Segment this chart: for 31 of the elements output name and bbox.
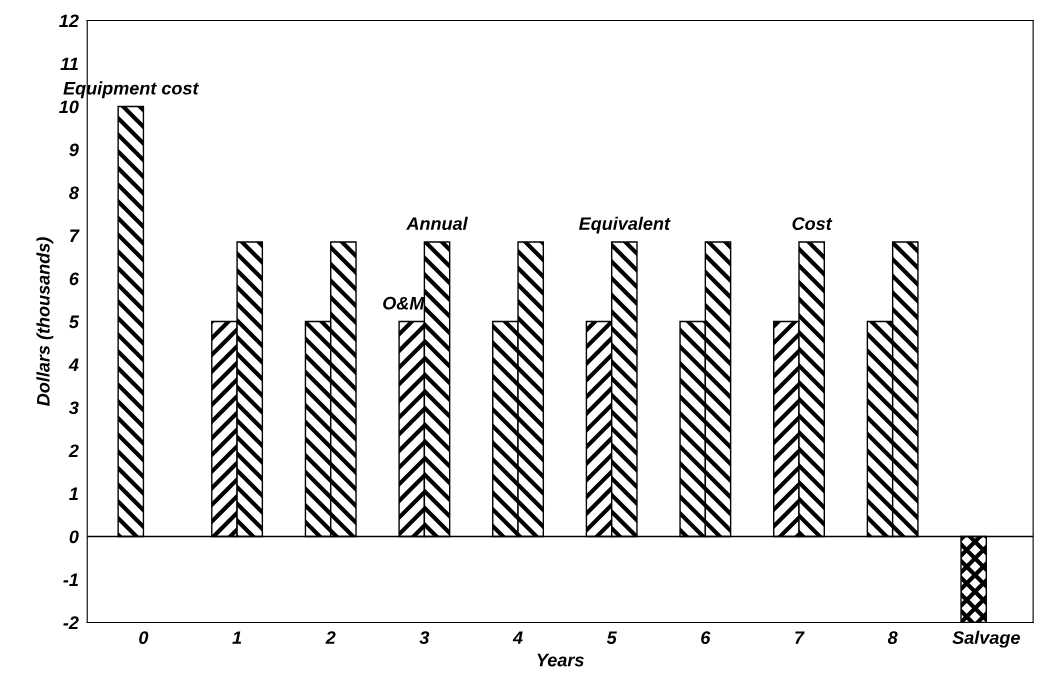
x-tick-label: 0 xyxy=(139,631,149,645)
x-tick-label: 3 xyxy=(419,631,430,645)
y-tick-label: -2 xyxy=(63,616,79,629)
annotation: O&M xyxy=(383,296,425,310)
y-tick-label: 11 xyxy=(60,57,78,71)
y-tick-label: 9 xyxy=(69,143,79,157)
annotation: Equivalent xyxy=(579,216,671,234)
annotation: Annual xyxy=(406,216,468,231)
y-tick-label: 8 xyxy=(69,186,79,200)
y-tick-label: 10 xyxy=(59,100,79,114)
y-tick-label: 4 xyxy=(68,358,79,372)
y-tick-label: 1 xyxy=(69,487,78,500)
y-tick-label: 12 xyxy=(59,14,79,28)
x-axis-title: Years xyxy=(537,653,584,667)
x-tick-label: 8 xyxy=(887,631,898,645)
x-tick-label: Salvage xyxy=(952,630,1020,648)
annotation: Cost xyxy=(792,217,833,231)
x-tick-label: 2 xyxy=(325,631,336,644)
y-axis-title: Dollars (thousands) xyxy=(36,237,54,406)
y-tick-label: 2 xyxy=(68,444,79,458)
x-tick-label: 7 xyxy=(795,631,805,644)
y-tick-label: 3 xyxy=(69,401,79,415)
x-tick-label: 6 xyxy=(701,631,711,645)
x-tick-label: 5 xyxy=(606,631,617,645)
x-tick-label: 4 xyxy=(512,631,523,644)
x-tick-label: 1 xyxy=(232,631,242,644)
y-tick-label: 5 xyxy=(69,315,80,329)
y-tick-label: -1 xyxy=(63,573,78,586)
y-tick-label: 0 xyxy=(69,530,79,544)
y-tick-label: 6 xyxy=(69,272,79,286)
y-tick-label: 7 xyxy=(70,229,80,243)
